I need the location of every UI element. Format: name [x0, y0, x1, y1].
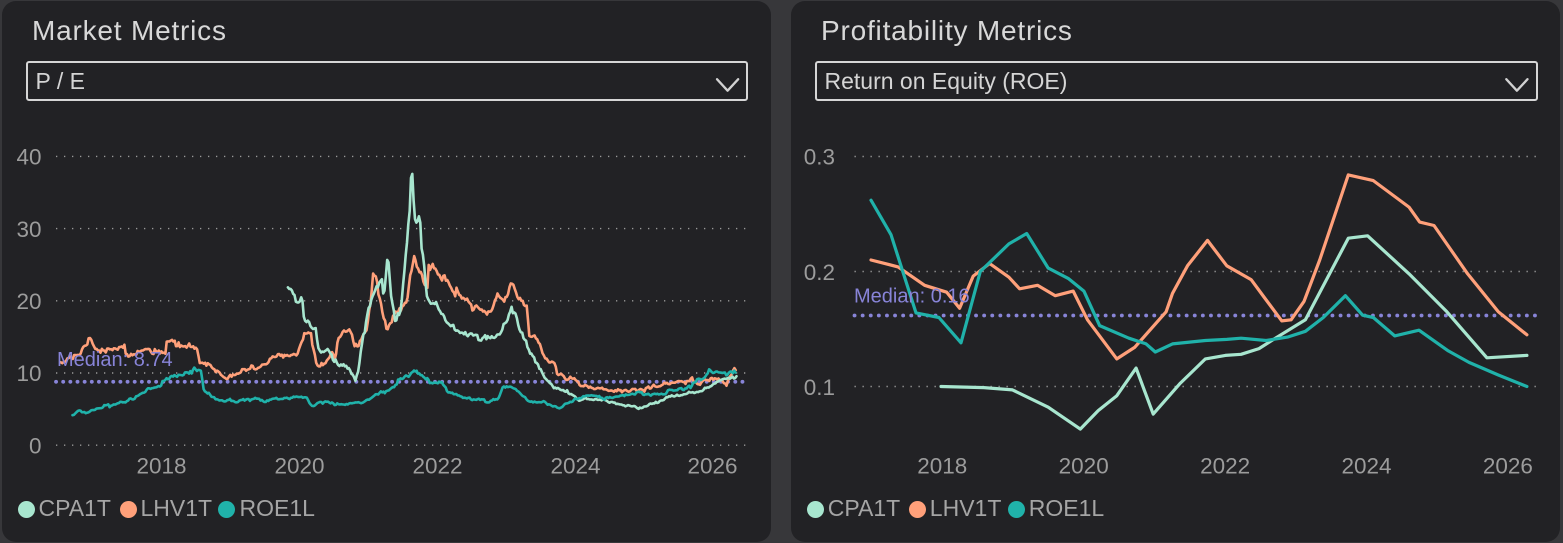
svg-text:40: 40 [16, 145, 41, 170]
svg-text:Median: 8.74: Median: 8.74 [57, 349, 173, 371]
svg-text:2018: 2018 [917, 454, 967, 479]
svg-text:30: 30 [16, 217, 41, 242]
svg-text:2024: 2024 [550, 454, 600, 479]
svg-text:0.2: 0.2 [804, 260, 835, 285]
svg-text:2020: 2020 [1059, 454, 1109, 479]
svg-text:0.1: 0.1 [804, 375, 835, 400]
svg-text:2026: 2026 [1483, 454, 1533, 479]
svg-text:20: 20 [16, 289, 41, 314]
svg-text:2020: 2020 [274, 454, 324, 479]
svg-text:2022: 2022 [412, 454, 462, 479]
svg-text:2024: 2024 [1341, 454, 1391, 479]
svg-text:0.3: 0.3 [804, 145, 835, 170]
svg-text:2022: 2022 [1200, 454, 1250, 479]
svg-text:0: 0 [29, 433, 42, 458]
svg-text:Median: 0.16: Median: 0.16 [854, 286, 970, 308]
svg-text:10: 10 [16, 361, 41, 386]
svg-text:2026: 2026 [687, 454, 737, 479]
svg-text:2018: 2018 [136, 454, 186, 479]
